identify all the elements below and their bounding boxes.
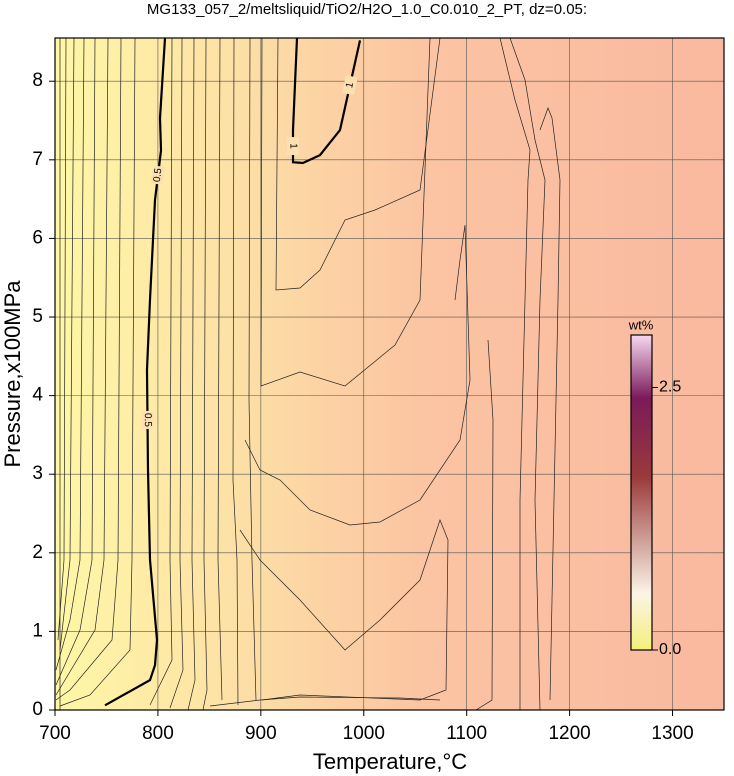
contour-line (55, 38, 85, 671)
contour-label: 0.5 (152, 167, 165, 183)
contour-label-bg (342, 75, 358, 96)
contour-line (539, 107, 561, 701)
y-tick-label: 3 (32, 463, 43, 484)
contour-line (232, 38, 239, 706)
chart-title: MG133_057_2/meltsliquid/TiO2/H2O_1.0_C0.… (147, 1, 587, 18)
x-tick-label: 1300 (651, 723, 693, 744)
contour-line (275, 38, 441, 291)
x-tick-label: 900 (245, 723, 277, 744)
contour-line (209, 696, 441, 707)
x-tick-label: 1100 (446, 723, 487, 744)
y-tick-label: 4 (32, 385, 43, 406)
contour-line (260, 38, 431, 387)
colorbar-tick-label: 2.5 (659, 379, 681, 396)
colorbar-tick-label: 0.0 (659, 641, 681, 658)
x-tick-label: 1000 (343, 723, 385, 744)
contour-line (499, 38, 531, 710)
y-tick-label: 6 (32, 227, 43, 248)
plot-background (55, 38, 724, 710)
plot-frame (54, 37, 725, 711)
contour-line (291, 38, 362, 165)
contour-line (57, 38, 67, 641)
contour-line (169, 38, 184, 709)
x-tick-label: 700 (39, 723, 71, 744)
contour-line (202, 38, 208, 710)
colorbar-label: wt% (628, 317, 654, 332)
contour-line (509, 38, 546, 710)
y-tick-label: 1 (32, 620, 43, 641)
y-tick-label: 0 (32, 699, 43, 720)
axes: 700 800 900 1000 1100 1200 1300 0 1 2 3 4 5 6 7 8 (32, 70, 693, 744)
contour-line (59, 38, 136, 707)
contour-line (149, 38, 173, 706)
contour-line (475, 339, 494, 710)
x-axis-label: Temperature,°C (313, 749, 467, 774)
y-tick-label: 8 (32, 70, 43, 91)
y-tick-label: 7 (32, 149, 43, 170)
contour-line (239, 518, 449, 701)
contour-line (55, 38, 122, 701)
contour-line (248, 38, 257, 701)
y-tick-label: 5 (32, 306, 43, 327)
contour-label: 0.5 (142, 413, 153, 427)
contour-label: 1 (287, 143, 298, 149)
colorbar (630, 334, 653, 651)
contour-line (59, 38, 75, 651)
x-tick-label: 1200 (548, 723, 590, 744)
x-tick-label: 800 (142, 723, 174, 744)
contour-label-bg (150, 165, 166, 185)
contour-line (217, 38, 223, 701)
contour-label: 1 (344, 81, 356, 89)
contour-line (187, 38, 196, 710)
contour-label-bg (141, 410, 154, 430)
y-tick-label: 2 (32, 542, 43, 563)
contour-label-bg (286, 137, 299, 156)
contour-line (55, 38, 109, 696)
contour-line (55, 38, 96, 686)
contour-line (244, 224, 471, 526)
thin-contours (55, 38, 561, 710)
labeled-contours: 0.5 0.5 1 1 (104, 38, 362, 707)
y-axis-label: Pressure,x100MPa (0, 280, 25, 468)
